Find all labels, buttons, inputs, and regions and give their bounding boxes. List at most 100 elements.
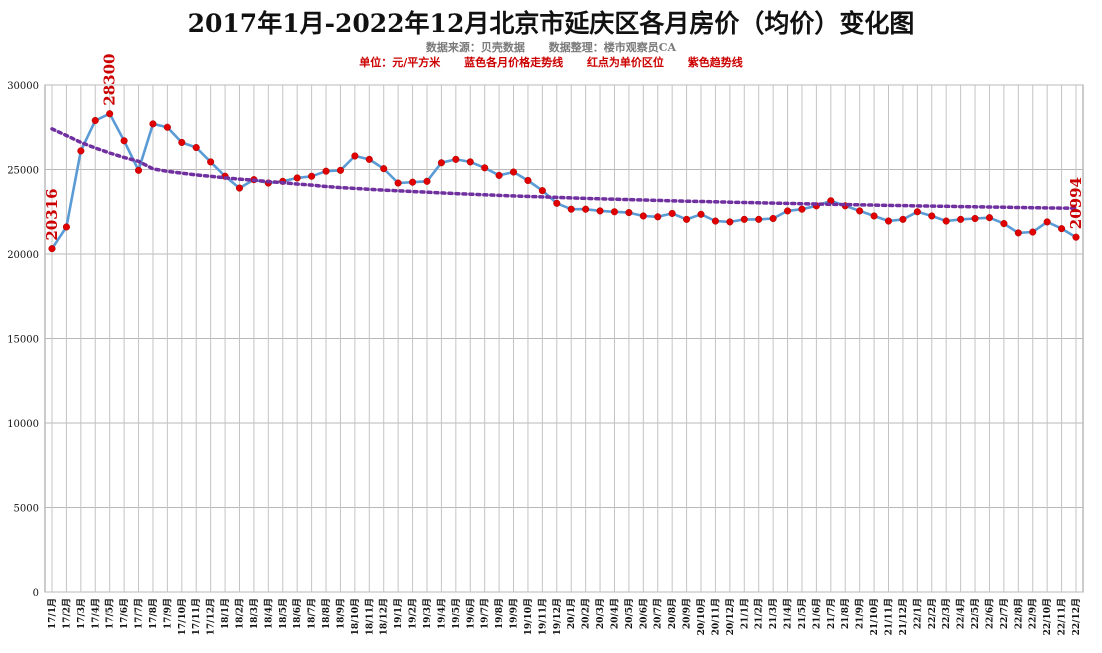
price-point — [942, 217, 950, 225]
x-tick-label: 17/11月 — [191, 598, 202, 635]
price-point — [91, 116, 99, 125]
price-point — [48, 245, 56, 253]
price-point — [683, 215, 691, 223]
price-point — [149, 120, 157, 128]
x-tick-label: 21/5月 — [797, 598, 808, 629]
price-point — [106, 110, 114, 118]
x-tick-label: 20/4月 — [609, 598, 620, 629]
y-tick-label: 15000 — [7, 335, 39, 346]
x-tick-label: 17/8月 — [148, 598, 159, 629]
x-tick-label: 18/4月 — [263, 598, 274, 629]
x-tick-label: 22/11月 — [1057, 598, 1068, 635]
x-tick-label: 17/3月 — [76, 598, 87, 629]
x-tick-label: 22/4月 — [956, 598, 967, 629]
price-point — [985, 214, 994, 222]
price-point — [134, 166, 143, 174]
price-point — [856, 207, 864, 215]
price-point — [567, 205, 575, 213]
x-tick-label: 21/3月 — [768, 598, 779, 629]
price-point — [971, 214, 979, 223]
price-point — [538, 187, 546, 195]
price-point — [509, 168, 518, 176]
x-tick-label: 17/7月 — [134, 598, 145, 629]
x-tick-label: 18/7月 — [307, 598, 318, 629]
x-tick-label: 19/10月 — [523, 598, 534, 635]
price-point — [1014, 229, 1022, 237]
x-tick-label: 20/3月 — [595, 598, 606, 629]
price-point — [697, 210, 705, 218]
x-tick-label: 17/1月 — [47, 598, 58, 629]
x-tick-label: 19/4月 — [436, 598, 447, 629]
x-tick-label: 17/10月 — [177, 598, 188, 635]
x-tick-label: 18/10月 — [350, 598, 361, 635]
price-point — [913, 208, 921, 216]
price-point — [957, 215, 965, 223]
x-tick-label: 22/8月 — [1013, 598, 1024, 629]
x-tick-label: 21/10月 — [869, 598, 880, 635]
legend-purple-trend: 紫色趋势线 — [687, 56, 743, 69]
x-tick-label: 22/2月 — [927, 598, 938, 629]
price-point — [293, 174, 301, 182]
chart-source-line: 数据来源：贝壳数据 数据整理：楼市观察员CA — [0, 39, 1102, 55]
x-tick-label: 17/6月 — [119, 598, 130, 629]
price-point — [437, 159, 445, 167]
x-tick-label: 18/2月 — [234, 598, 245, 629]
y-tick-label: 30000 — [7, 81, 39, 92]
x-tick-label: 21/11月 — [884, 598, 895, 635]
price-point — [870, 212, 878, 220]
x-tick-label: 17/2月 — [61, 598, 72, 629]
price-point — [798, 205, 806, 213]
price-point — [365, 155, 373, 163]
price-point — [62, 223, 70, 231]
price-point — [899, 215, 907, 223]
x-tick-label: 18/5月 — [278, 598, 289, 629]
x-tick-label: 18/1月 — [220, 598, 231, 629]
price-point — [336, 166, 345, 174]
x-tick-label: 19/6月 — [465, 598, 476, 629]
legend-blue-line: 蓝色各月价格走势线 — [464, 56, 564, 69]
x-tick-label: 22/10月 — [1042, 598, 1053, 635]
price-point — [235, 184, 244, 192]
x-tick-label: 18/12月 — [379, 598, 390, 635]
chart-legend-line: 单位：元/平方米 蓝色各月价格走势线 红点为单价区位 紫色趋势线 — [0, 54, 1102, 70]
x-tick-label: 20/6月 — [638, 598, 649, 629]
x-tick-label: 17/5月 — [105, 598, 116, 629]
unit-text: 单位：元/平方米 — [359, 56, 441, 69]
x-tick-label: 22/7月 — [999, 598, 1010, 629]
price-point — [596, 207, 604, 215]
x-tick-label: 21/1月 — [739, 598, 750, 629]
y-tick-label: 25000 — [7, 166, 39, 177]
price-point — [639, 212, 647, 220]
x-tick-label: 19/2月 — [408, 598, 419, 629]
price-point — [178, 138, 186, 147]
price-point — [163, 123, 171, 131]
x-tick-label: 17/4月 — [90, 598, 101, 629]
x-tick-label: 19/3月 — [422, 598, 433, 629]
y-tick-label: 10000 — [7, 419, 39, 430]
price-point — [711, 217, 719, 225]
y-tick-label: 0 — [33, 588, 39, 599]
price-line — [50, 112, 1077, 250]
price-point — [466, 158, 474, 166]
x-tick-label: 18/11月 — [364, 598, 375, 635]
x-tick-label: 19/12月 — [552, 598, 563, 635]
x-tick-label: 21/2月 — [754, 598, 765, 629]
price-point — [1029, 228, 1037, 236]
x-tick-label: 19/7月 — [480, 598, 491, 629]
price-point — [625, 209, 633, 217]
price-point — [610, 208, 619, 216]
x-tick-label: 17/9月 — [162, 598, 173, 629]
x-tick-label: 20/11月 — [710, 598, 721, 635]
x-tick-label: 22/1月 — [912, 598, 923, 629]
x-tick-label: 21/12月 — [898, 598, 909, 635]
price-point — [553, 199, 561, 207]
y-tick-label: 5000 — [14, 504, 39, 515]
x-tick-label: 17/12月 — [206, 598, 217, 635]
price-point — [308, 172, 316, 180]
price-point — [322, 167, 330, 175]
data-value-label: 20316 — [43, 188, 61, 240]
x-tick-label: 21/8月 — [840, 598, 851, 629]
price-point — [380, 165, 388, 173]
price-point — [452, 155, 460, 163]
